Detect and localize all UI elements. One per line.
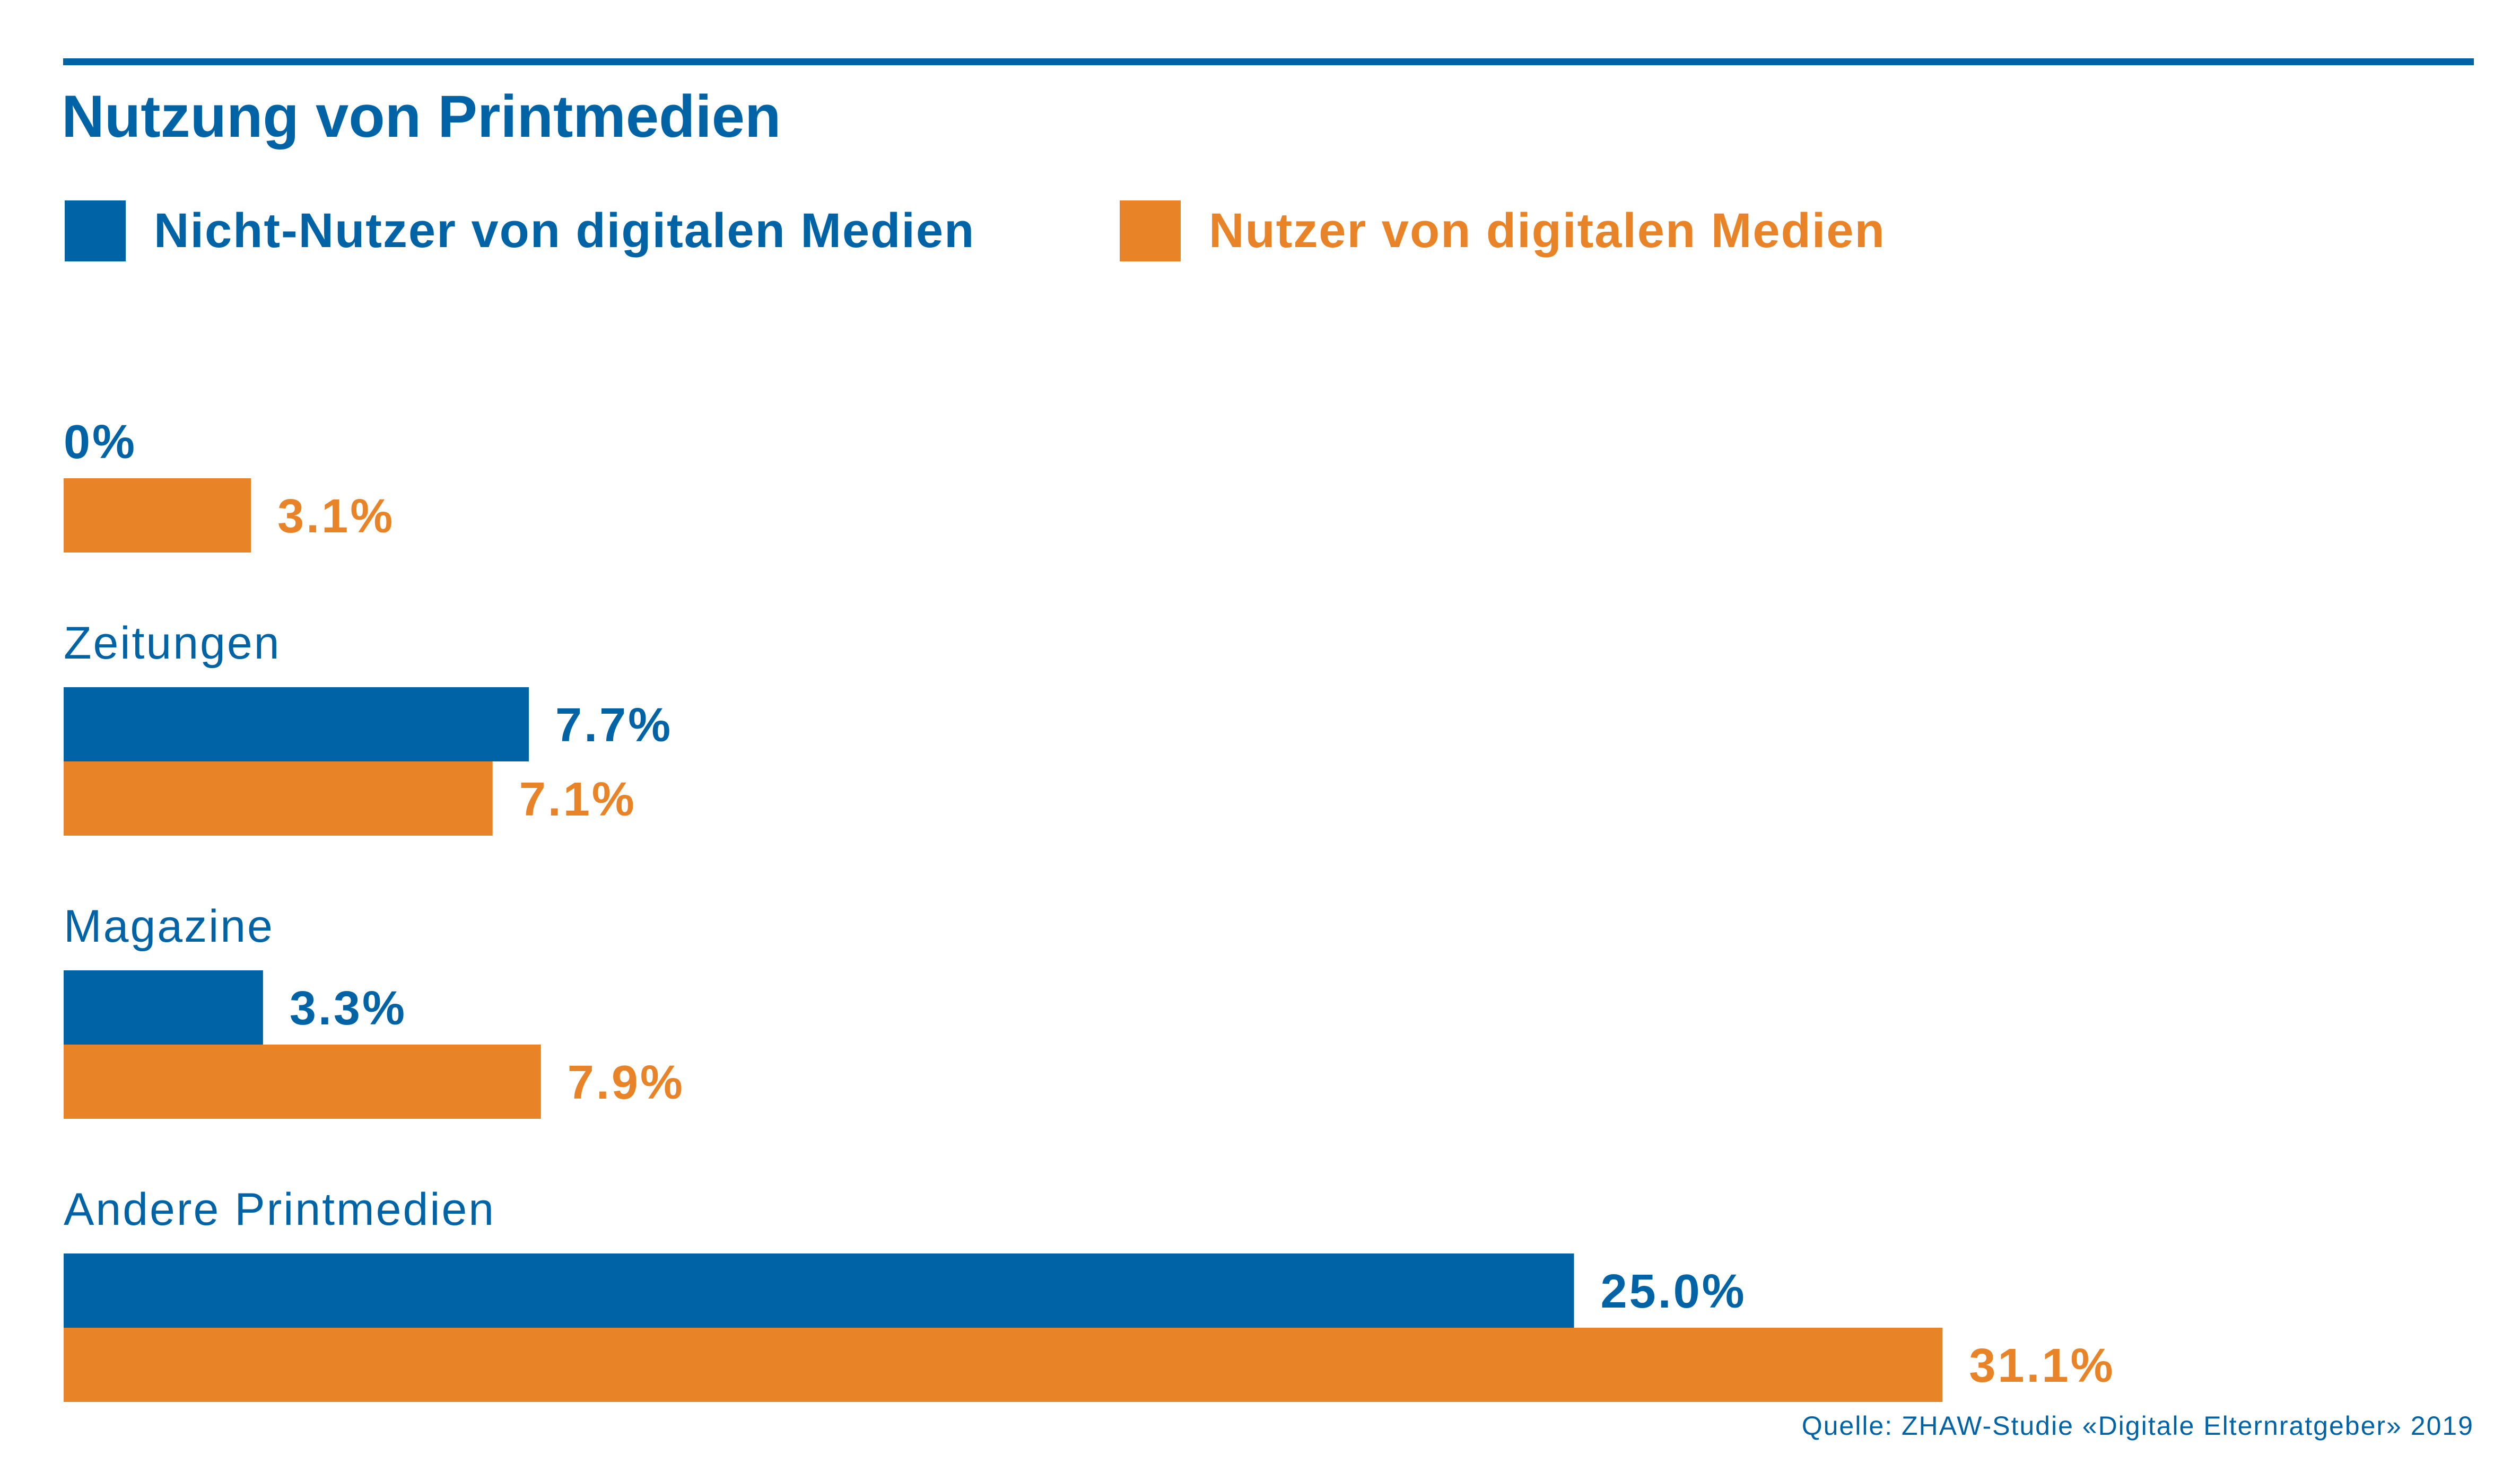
legend-label-non-users: Nicht-Nutzer von digitalen Medien [154, 204, 975, 258]
value-label-magazine-users: 7.1% [519, 773, 636, 826]
bar-andere-printmedien-non-users [64, 970, 263, 1045]
bar-magazine-users [64, 761, 493, 836]
value-label-andere-printmedien-non-users: 3.3% [290, 982, 407, 1035]
legend-swatch-users [1120, 200, 1181, 261]
value-label-magazine-non-users: 7.7% [555, 699, 673, 752]
category-label-b-cher: Bücher [64, 1467, 218, 1473]
bar-andere-printmedien-users [64, 1045, 541, 1119]
legend-label-users: Nutzer von digitalen Medien [1209, 204, 1886, 258]
top-rule [63, 58, 2474, 65]
value-label-b-cher-users: 31.1% [1969, 1339, 2115, 1392]
value-label-zeitungen-non-users: 0% [64, 416, 137, 469]
legend-swatch-non-users [65, 200, 126, 261]
bar-zeitungen-users [64, 478, 251, 553]
category-label-zeitungen: Zeitungen [64, 618, 281, 669]
legend-item-users: Nutzer von digitalen Medien [1120, 200, 1886, 261]
source-note: Quelle: ZHAW-Studie «Digitale Elternratg… [1801, 1411, 2474, 1441]
category-label-andere-printmedien: Andere Printmedien [64, 1184, 495, 1235]
value-label-zeitungen-users: 3.1% [277, 490, 395, 543]
value-label-b-cher-non-users: 25.0% [1601, 1265, 1747, 1318]
value-label-andere-printmedien-users: 7.9% [568, 1056, 685, 1109]
bar-magazine-non-users [64, 687, 529, 761]
bar-b-cher-users [64, 1328, 1943, 1402]
bar-b-cher-non-users [64, 1253, 1574, 1328]
chart-title: Nutzung von Printmedien [62, 83, 781, 150]
category-label-magazine: Magazine [64, 901, 274, 952]
legend-item-non-users: Nicht-Nutzer von digitalen Medien [65, 200, 975, 261]
